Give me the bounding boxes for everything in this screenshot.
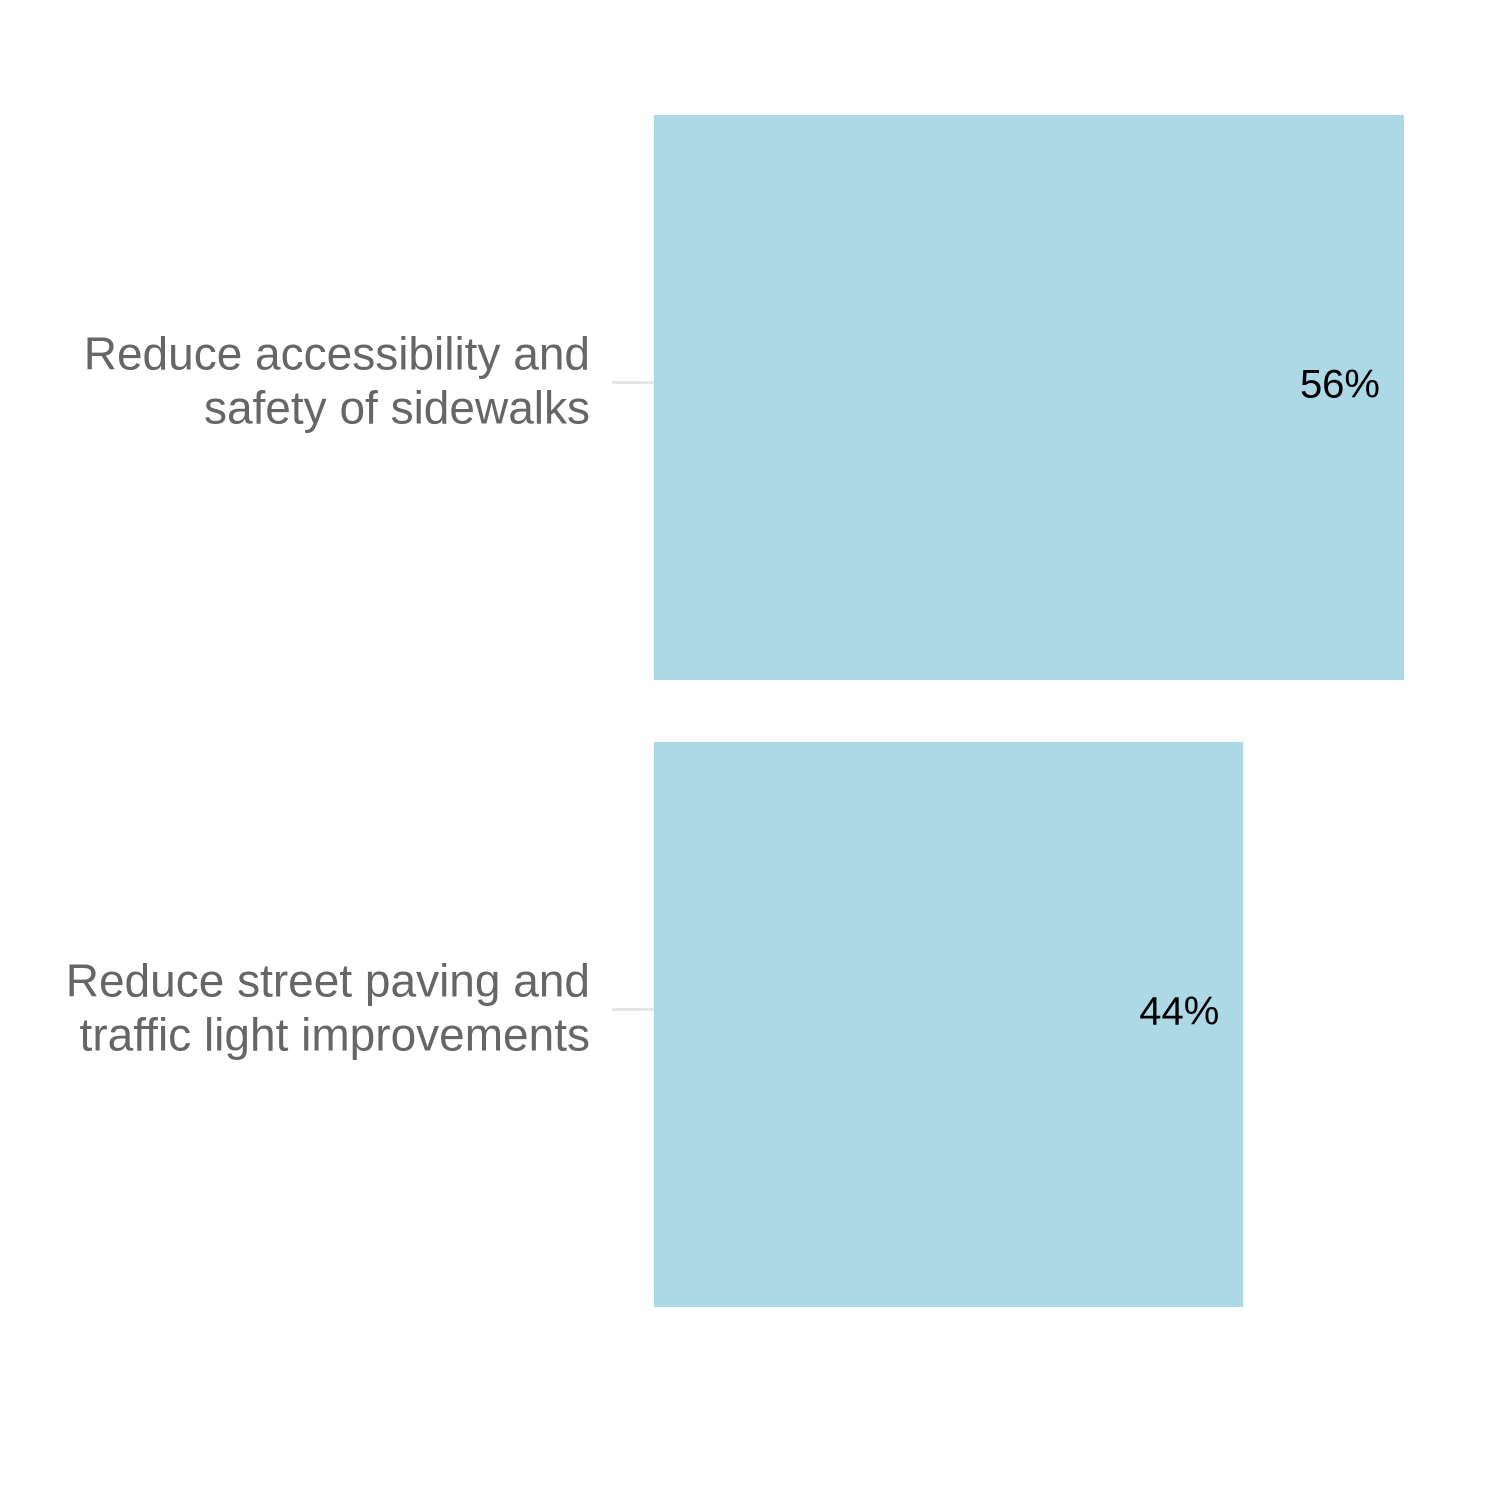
category-label-line: Reduce accessibility and: [84, 328, 590, 380]
y-axis-ticks: [612, 381, 654, 1011]
category-label: Reduce street paving and traffic light im…: [66, 955, 590, 1061]
category-label-line: Reduce street paving and: [66, 955, 590, 1007]
value-labels: 56% 44%: [1139, 363, 1380, 1034]
bar: [654, 742, 1244, 1307]
category-labels: Reduce accessibility and safety of sidewa…: [66, 328, 590, 1061]
category-label: Reduce accessibility and safety of sidewa…: [84, 328, 590, 434]
bars: [654, 115, 1404, 1307]
category-label-line: traffic light improvements: [80, 1009, 590, 1061]
value-label: 44%: [1139, 990, 1219, 1034]
value-label: 56%: [1300, 363, 1380, 407]
bar: [654, 115, 1404, 680]
category-label-line: safety of sidewalks: [204, 382, 590, 434]
